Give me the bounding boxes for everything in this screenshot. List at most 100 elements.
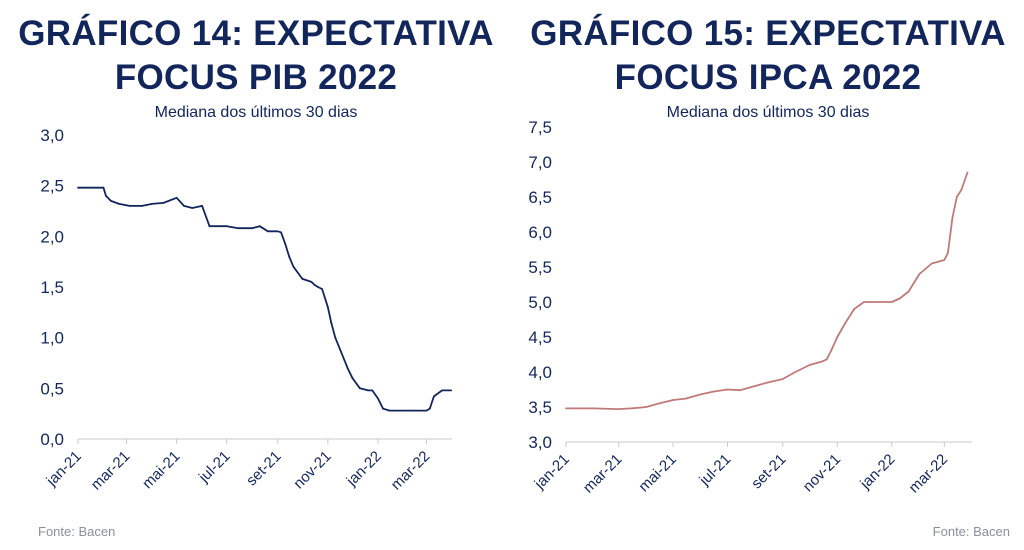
series-point [326,306,329,309]
series-point [947,252,949,254]
chart-title-line1: GRÁFICO 14: EXPECTATIVA [18,14,494,53]
series-point [183,205,185,207]
series-point [151,203,153,205]
y-tick-label: 4,5 [528,328,552,347]
series-point [288,255,291,258]
series-point [141,205,144,207]
series-point [794,371,797,373]
chart-title-line2: FOCUS IPCA 2022 [614,58,922,97]
x-tick-label: jul-21 [195,448,234,487]
chart-title: GRÁFICO 15: EXPECTATIVA FOCUS IPCA 2022 [512,12,1024,100]
y-tick-label: 6,5 [528,188,552,207]
y-tick-label: 2,0 [40,227,64,246]
series-point [225,225,228,228]
x-tick-label: mai-21 [139,448,183,492]
x-tick-label: jan-21 [531,451,573,493]
series-point [351,377,354,380]
series-point [657,402,660,405]
series-point [781,378,784,380]
series-point [280,231,282,234]
series-point [77,186,79,189]
y-tick-label: 6,0 [528,223,552,242]
series-point [441,389,444,392]
series-point [951,217,954,219]
x-tick-label: mar-21 [580,451,626,497]
series-point [898,297,901,300]
series-point [844,322,847,324]
series-point [875,301,878,303]
series-point [162,201,165,204]
series-point [672,399,674,401]
series-point [907,290,910,293]
series-point [301,277,304,280]
series-point [943,259,946,261]
source-note: Fonte: Bacen [38,524,116,539]
series-point [425,409,428,412]
series-point [237,227,240,230]
series-point [739,389,741,392]
y-tick-label: 4,0 [528,363,552,382]
series-point [128,205,131,207]
series-point [258,225,261,228]
series-point [313,284,316,286]
series-point [321,288,324,290]
y-tick-label: 3,0 [528,433,552,452]
series-point [367,389,370,392]
chart-title-line2: FOCUS PIB 2022 [114,58,398,97]
series-point [109,199,112,202]
series-point [175,196,178,199]
x-tick-label: jan-22 [343,448,385,490]
series-point [292,265,295,268]
series-point [216,225,219,228]
series-point [382,407,384,410]
series-point [863,301,865,303]
x-tick-label: mar-21 [88,448,134,494]
series-point [699,393,702,396]
y-tick-label: 2,5 [40,177,64,196]
x-tick-label: nov-21 [290,448,334,492]
series-point [317,286,319,288]
series-line [566,172,969,411]
x-tick-label: mar-22 [388,448,434,494]
chart-panel-pib: GRÁFICO 14: EXPECTATIVA FOCUS PIB 2022 M… [18,14,494,539]
series-point [118,203,120,205]
chart-title-line1: GRÁFICO 15: EXPECTATIVA [530,14,1006,53]
x-tick-label: jan-22 [856,451,898,493]
series-point [754,385,757,387]
y-tick-label: 3,0 [40,126,64,145]
series-point [684,397,687,400]
series-point [966,171,969,174]
series-point [955,196,958,198]
y-tick-label: 0,0 [40,430,64,449]
y-tick-label: 1,5 [40,278,64,297]
series-point [630,407,633,410]
series-point [346,367,349,369]
y-tick-label: 7,0 [528,153,552,172]
series-point [388,409,391,412]
series-point [592,407,595,410]
chart-panel-ipca: GRÁFICO 15: EXPECTATIVA FOCUS IPCA 2022 … [512,0,1024,550]
chart-subtitle: Mediana dos últimos 30 dias [666,104,870,121]
y-tick-label: 5,5 [528,258,552,277]
x-tick-label: set-21 [243,448,285,490]
series-point [433,395,435,398]
series-point [645,406,648,408]
series-point [918,273,921,275]
series-point [930,262,933,265]
series-point [428,407,431,410]
y-tick-label: 5,0 [528,293,552,312]
series-point [102,186,105,189]
series-point [565,407,567,410]
source-note: Fonte: Bacen [932,524,1010,539]
series-point [338,346,341,349]
series-point [808,364,811,366]
series-point [371,389,374,392]
x-tick-label: nov-21 [800,451,844,495]
x-tick-label: mar-22 [906,451,952,497]
pib-line-chart: 0,0 0,5 1,0 1,5 2,0 2,5 3,0 jan-21 mar-21 mai-21 j… [40,126,453,494]
series-point [191,207,194,209]
series-point [960,189,963,191]
series-point [821,360,823,363]
series-point [276,230,279,233]
